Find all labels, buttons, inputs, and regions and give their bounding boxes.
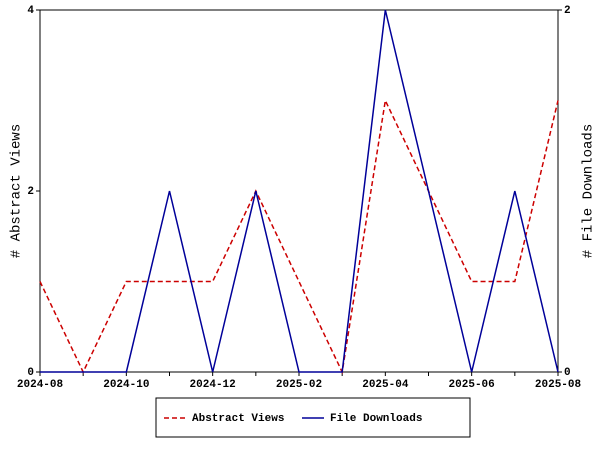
x-tick-label: 2024-12 — [190, 379, 236, 391]
x-tick-label: 2025-04 — [362, 379, 409, 391]
y2-tick-label: 2 — [564, 5, 571, 17]
x-tick-label: 2024-10 — [103, 379, 149, 391]
x-tick-label: 2025-08 — [535, 379, 582, 391]
y-axis-title: # Abstract Views — [9, 124, 25, 258]
y-tick-label: 2 — [27, 186, 34, 198]
x-tick-label: 2025-06 — [449, 379, 495, 391]
y-tick-label: 0 — [27, 367, 34, 379]
plot-frame — [39, 9, 559, 373]
x-tick-label: 2025-02 — [276, 379, 322, 391]
x-tick-label: 2024-08 — [17, 379, 64, 391]
y2-tick-label: 0 — [564, 367, 571, 379]
legend-label: File Downloads — [330, 413, 422, 425]
series-line — [40, 9, 559, 373]
legend-label: Abstract Views — [192, 413, 284, 425]
y-tick-label: 4 — [27, 5, 34, 17]
series-line — [39, 97, 559, 375]
y2-axis-title: # File Downloads — [581, 124, 597, 258]
